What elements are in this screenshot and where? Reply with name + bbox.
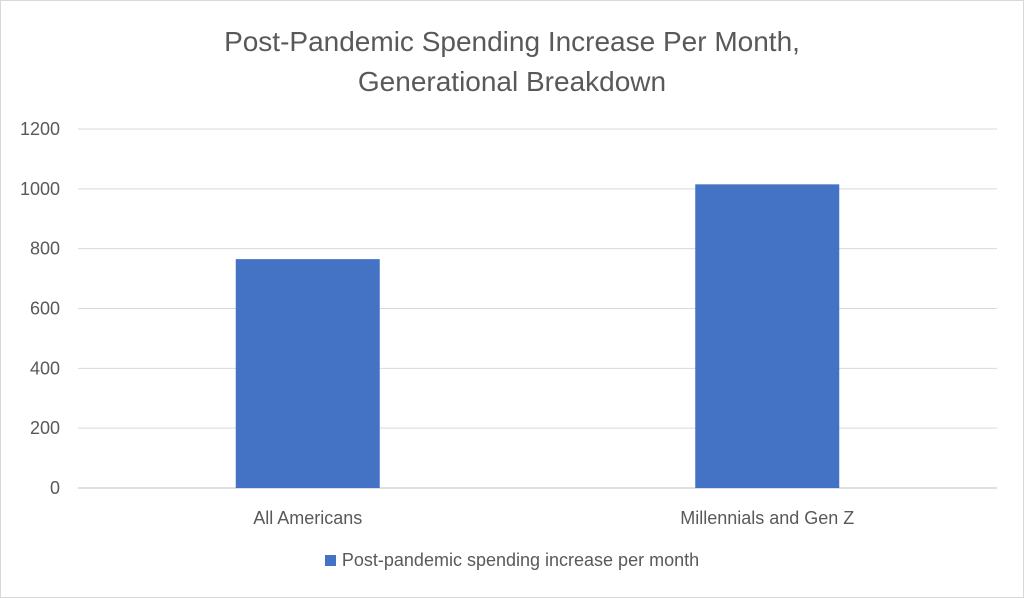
bar: [235, 259, 380, 488]
y-tick-label: 400: [30, 358, 60, 378]
legend-label: Post-pandemic spending increase per mont…: [341, 550, 700, 570]
y-tick-label: 600: [30, 299, 60, 319]
bar: [695, 184, 840, 489]
x-category-label: Millennials and Gen Z: [680, 508, 854, 528]
chart-subtitle: Generational Breakdown: [357, 66, 667, 97]
y-axis-ticks: 0 200 400 600 800 1000 1200: [20, 119, 60, 498]
y-tick-label: 1000: [20, 179, 60, 199]
legend: Post-pandemic spending increase per mont…: [0, 550, 1024, 571]
chart-title: Post-Pandemic Spending Increase Per Mont…: [224, 26, 800, 57]
y-tick-label: 0: [50, 478, 60, 498]
chart-title-block: Post-Pandemic Spending Increase Per Mont…: [0, 22, 1024, 102]
y-tick-label: 800: [30, 239, 60, 259]
y-tick-label: 1200: [20, 119, 60, 139]
x-axis-categories: All Americans Millennials and Gen Z: [253, 508, 854, 528]
x-category-label: All Americans: [253, 508, 362, 528]
gridlines: [78, 128, 997, 489]
legend-swatch: [324, 554, 336, 566]
y-tick-label: 200: [30, 418, 60, 438]
bars: [235, 184, 840, 489]
